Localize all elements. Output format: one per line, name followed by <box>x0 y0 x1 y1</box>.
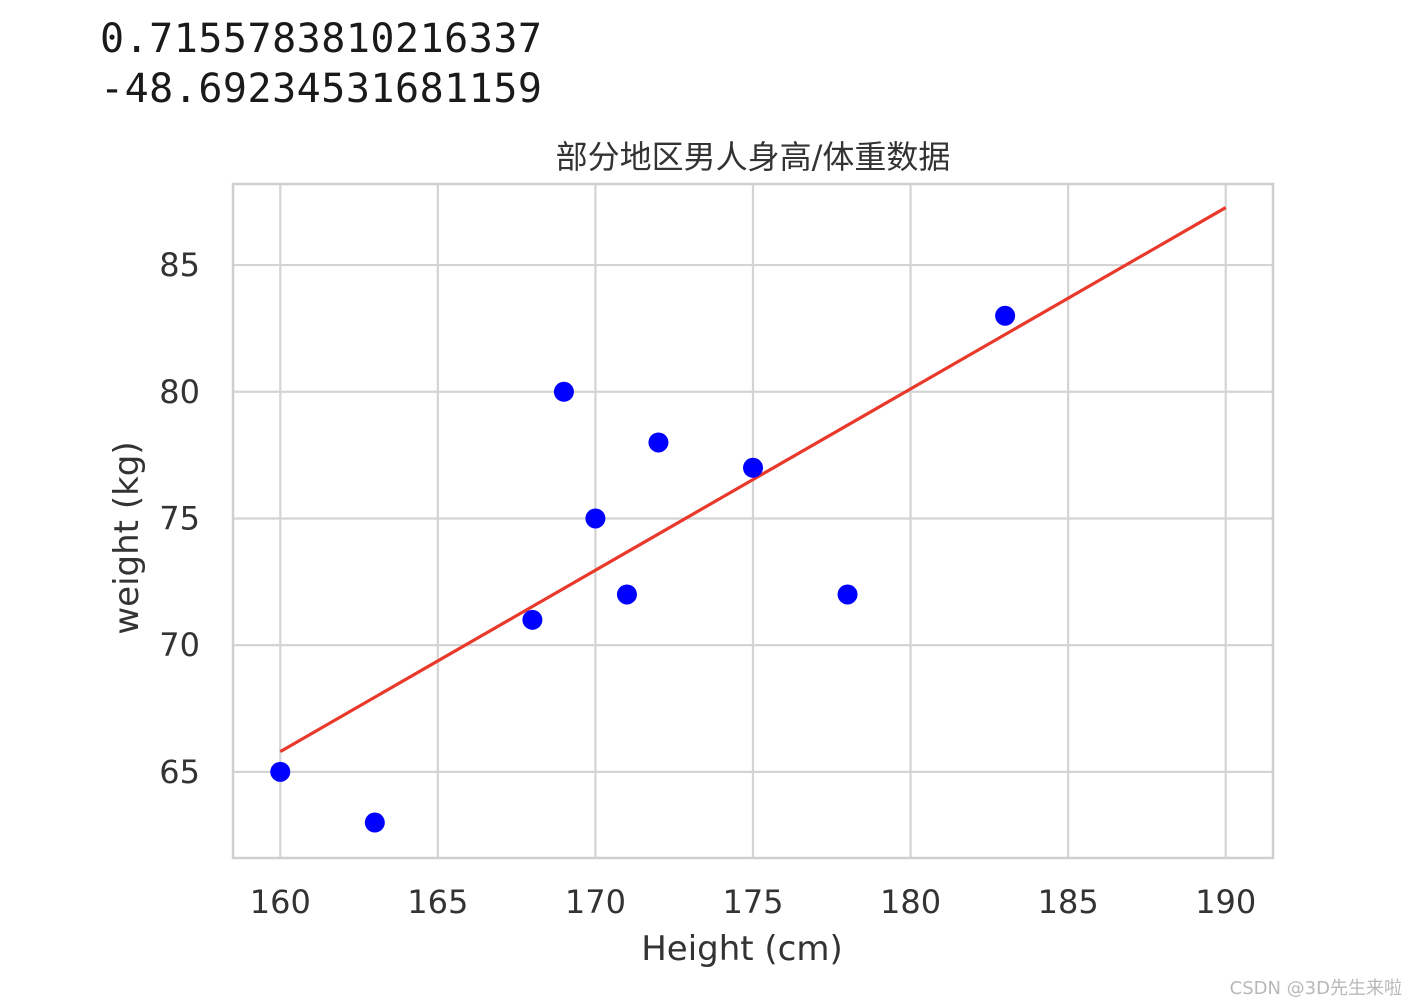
y-axis-label: weight (kg) <box>107 441 147 634</box>
data-point <box>585 508 606 529</box>
data-point <box>616 584 637 605</box>
x-tick-label: 180 <box>880 883 941 921</box>
x-tick-label: 185 <box>1038 883 1099 921</box>
printed-slope: 0.7155783810216337 <box>100 16 543 62</box>
x-tick-label: 170 <box>565 883 626 921</box>
x-axis-label: Height (cm) <box>641 929 843 969</box>
y-tick-labels: 65 70 75 80 85 <box>159 246 200 791</box>
x-tick-label: 165 <box>407 883 468 921</box>
grid-lines <box>233 184 1273 858</box>
y-tick-label: 75 <box>159 499 200 537</box>
y-tick-label: 70 <box>159 626 200 664</box>
x-tick-label: 190 <box>1195 883 1256 921</box>
y-tick-label: 65 <box>159 753 200 791</box>
y-tick-label: 80 <box>159 373 200 411</box>
y-tick-label: 85 <box>159 246 200 284</box>
plot-frame <box>231 182 1275 860</box>
printed-intercept: -48.69234531681159 <box>100 66 543 112</box>
data-point <box>837 584 858 605</box>
chart-title: 部分地区男人身高/体重数据 <box>556 138 951 176</box>
x-tick-label: 175 <box>722 883 783 921</box>
data-point <box>553 381 574 402</box>
data-point <box>995 305 1016 326</box>
x-tick-label: 160 <box>250 883 311 921</box>
data-point <box>522 609 543 630</box>
data-point <box>364 812 385 833</box>
data-point <box>648 432 669 453</box>
regression-line <box>279 206 1227 753</box>
x-tick-labels: 160 165 170 175 180 185 190 <box>250 883 1257 921</box>
data-points <box>270 305 1016 833</box>
watermark: CSDN @3D先生来啦 <box>1229 978 1402 999</box>
data-point <box>743 457 763 478</box>
data-point <box>270 761 291 782</box>
